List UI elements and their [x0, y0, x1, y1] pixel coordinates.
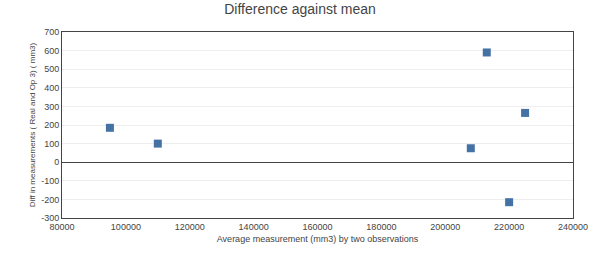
svg-text:0: 0 [54, 157, 59, 167]
svg-text:200: 200 [44, 120, 59, 130]
svg-text:400: 400 [44, 83, 59, 93]
svg-text:140000: 140000 [239, 222, 269, 232]
svg-text:300: 300 [44, 102, 59, 112]
svg-text:120000: 120000 [175, 222, 205, 232]
svg-text:Average measurement (mm3) by t: Average measurement (mm3) by two observa… [217, 234, 419, 244]
svg-text:Diff in measurements ( Real an: Diff in measurements ( Real and Op 3) ( … [28, 42, 37, 207]
svg-text:Difference against mean: Difference against mean [224, 1, 376, 17]
svg-text:100: 100 [44, 139, 59, 149]
svg-text:220000: 220000 [494, 222, 524, 232]
svg-text:700: 700 [44, 27, 59, 37]
svg-text:240000: 240000 [558, 222, 588, 232]
svg-text:600: 600 [44, 46, 59, 56]
svg-text:-200: -200 [41, 195, 59, 205]
svg-text:80000: 80000 [49, 222, 74, 232]
svg-text:500: 500 [44, 64, 59, 74]
svg-text:180000: 180000 [366, 222, 396, 232]
svg-text:100000: 100000 [111, 222, 141, 232]
svg-text:160000: 160000 [302, 222, 332, 232]
svg-text:-300: -300 [41, 213, 59, 223]
svg-text:-100: -100 [41, 176, 59, 186]
svg-text:200000: 200000 [430, 222, 460, 232]
